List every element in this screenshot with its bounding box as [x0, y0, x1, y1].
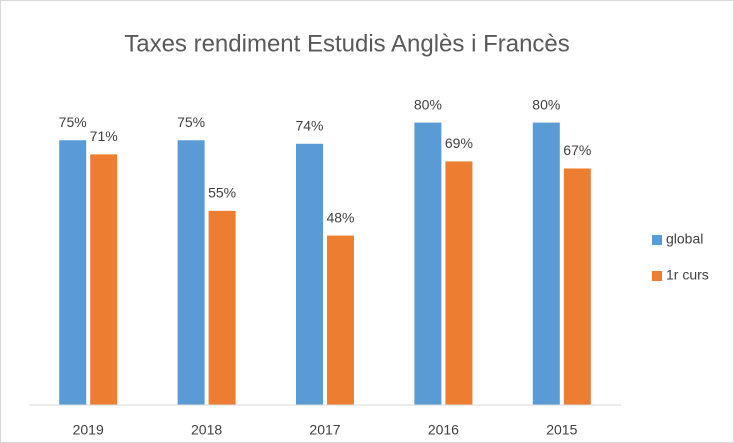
- data-label: 69%: [445, 135, 473, 151]
- data-label: 75%: [177, 114, 205, 130]
- bar: [414, 122, 442, 405]
- bar: [563, 168, 591, 405]
- bar: [59, 140, 87, 405]
- bar: [445, 161, 473, 405]
- bar: [177, 140, 205, 405]
- bar: [532, 122, 560, 405]
- data-label: 71%: [90, 128, 118, 144]
- data-label: 75%: [59, 114, 87, 130]
- data-label: 67%: [563, 142, 591, 158]
- data-label: 55%: [208, 185, 236, 201]
- bar: [327, 235, 354, 405]
- legend-label: global: [666, 231, 703, 247]
- x-tick-label: 2016: [428, 422, 459, 438]
- bar: [296, 143, 323, 405]
- x-tick-label: 2018: [191, 422, 222, 438]
- bar: [90, 154, 118, 405]
- data-label: 48%: [326, 209, 354, 225]
- legend-swatch: [652, 271, 662, 281]
- data-label: 80%: [532, 96, 560, 112]
- legend-label: 1r curs: [666, 267, 709, 283]
- data-label: 74%: [295, 117, 323, 133]
- x-tick-label: 2017: [309, 422, 340, 438]
- bar: [208, 210, 236, 405]
- x-tick-label: 2019: [73, 422, 104, 438]
- legend-swatch: [652, 235, 662, 245]
- data-label: 80%: [414, 96, 442, 112]
- chart-title: Taxes rendiment Estudis Anglès i Francès: [124, 30, 570, 57]
- x-tick-label: 2015: [546, 422, 577, 438]
